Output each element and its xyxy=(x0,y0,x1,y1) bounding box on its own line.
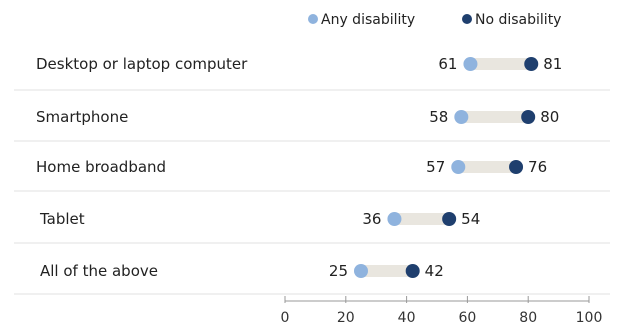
category-label: Desktop or laptop computer xyxy=(36,55,248,73)
row-dividers xyxy=(14,89,610,295)
value-label-no-disability: 76 xyxy=(528,158,547,176)
legend-label-any-disability: Any disability xyxy=(321,12,415,28)
legend-marker-no-disability xyxy=(462,14,472,24)
value-label-any-disability: 36 xyxy=(362,210,381,228)
dot-no-disability xyxy=(405,264,420,278)
value-label-no-disability: 81 xyxy=(543,55,562,73)
value-label-no-disability: 42 xyxy=(425,262,444,280)
category-label: All of the above xyxy=(40,262,158,280)
range-bar xyxy=(470,58,532,70)
dot-no-disability xyxy=(509,160,524,174)
value-label-any-disability: 25 xyxy=(329,262,348,280)
chart-row: Desktop or laptop computer 61 81 xyxy=(36,55,562,73)
value-label-any-disability: 58 xyxy=(429,108,448,126)
x-tick-label: 100 xyxy=(576,310,603,326)
value-label-no-disability: 80 xyxy=(540,108,559,126)
category-label: Home broadband xyxy=(36,158,166,176)
dot-any-disability xyxy=(454,110,469,124)
chart-row: All of the above 25 42 xyxy=(40,262,444,280)
x-axis: 0 20 40 60 80 100 xyxy=(281,296,603,326)
dot-any-disability xyxy=(463,57,478,71)
range-bar xyxy=(458,161,517,173)
chart-rows: Desktop or laptop computer 61 81 Smartphone… xyxy=(36,55,562,280)
chart-row: Home broadband 57 76 xyxy=(36,158,547,176)
value-label-any-disability: 57 xyxy=(426,158,445,176)
x-tick-label: 20 xyxy=(337,310,355,326)
value-label-no-disability: 54 xyxy=(461,210,480,228)
value-label-any-disability: 61 xyxy=(438,55,457,73)
range-bar xyxy=(461,111,529,123)
x-tick-label: 80 xyxy=(519,310,537,326)
legend-label-no-disability: No disability xyxy=(475,12,561,28)
range-bar xyxy=(394,213,450,225)
legend: Any disability No disability xyxy=(308,12,561,28)
x-tick-label: 60 xyxy=(458,310,476,326)
range-bar xyxy=(361,265,413,277)
dot-no-disability xyxy=(524,57,539,71)
chart-row: Tablet 36 54 xyxy=(39,210,480,228)
dot-any-disability xyxy=(354,264,368,278)
legend-marker-any-disability xyxy=(308,14,318,24)
category-label: Tablet xyxy=(39,210,85,228)
dot-no-disability xyxy=(521,110,536,124)
dot-any-disability xyxy=(451,160,466,174)
chart-row: Smartphone 58 80 xyxy=(36,108,559,126)
dot-no-disability xyxy=(442,212,457,226)
x-tick-label: 40 xyxy=(398,310,416,326)
dot-any-disability xyxy=(387,212,402,226)
x-tick-label: 0 xyxy=(281,310,290,326)
category-label: Smartphone xyxy=(36,108,128,126)
